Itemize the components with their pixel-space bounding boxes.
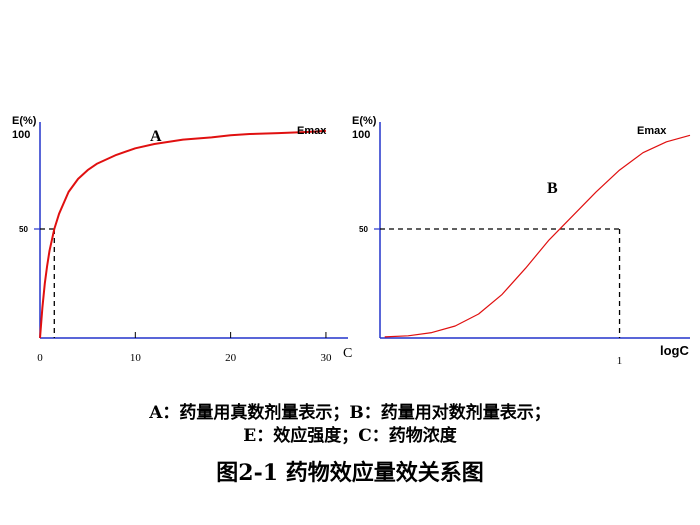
- x-axis-label: logC: [660, 343, 689, 358]
- caption-line-2: E：效应强度；C：药物浓度: [243, 426, 457, 446]
- chart-panel-a: E(%) 100 50 0 10 20 30 C Emax A: [12, 115, 352, 364]
- y-tick-label-100: 100: [12, 129, 30, 141]
- dose-response-curve: [39, 129, 326, 339]
- x-tick-label: 20: [225, 352, 237, 364]
- y-axis-label: E(%): [12, 115, 37, 127]
- figure-title: 图2-1 药物效应量效关系图: [216, 460, 484, 486]
- emax-annotation: Emax: [637, 125, 667, 137]
- y-axis-label: E(%): [352, 115, 377, 127]
- panel-label: A: [150, 128, 162, 145]
- emax-annotation: Emax: [297, 125, 327, 137]
- dose-response-curve: [384, 134, 691, 338]
- panel-label: B: [547, 180, 558, 197]
- y-tick-label-50: 50: [359, 225, 368, 234]
- x-axis-label: C: [343, 346, 352, 361]
- x-tick-label: 30: [320, 352, 332, 364]
- y-tick-label-100: 100: [352, 129, 370, 141]
- x-tick-label: 0: [37, 352, 43, 364]
- y-tick-label-50: 50: [19, 225, 28, 234]
- x-tick-label: 10: [130, 352, 142, 364]
- x-tick-label: 1: [617, 355, 623, 367]
- caption-line-1: A：药量用真数剂量表示；B：药量用对数剂量表示；: [149, 403, 551, 423]
- chart-panel-b: E(%) 100 50 1 logC Emax B: [352, 115, 691, 367]
